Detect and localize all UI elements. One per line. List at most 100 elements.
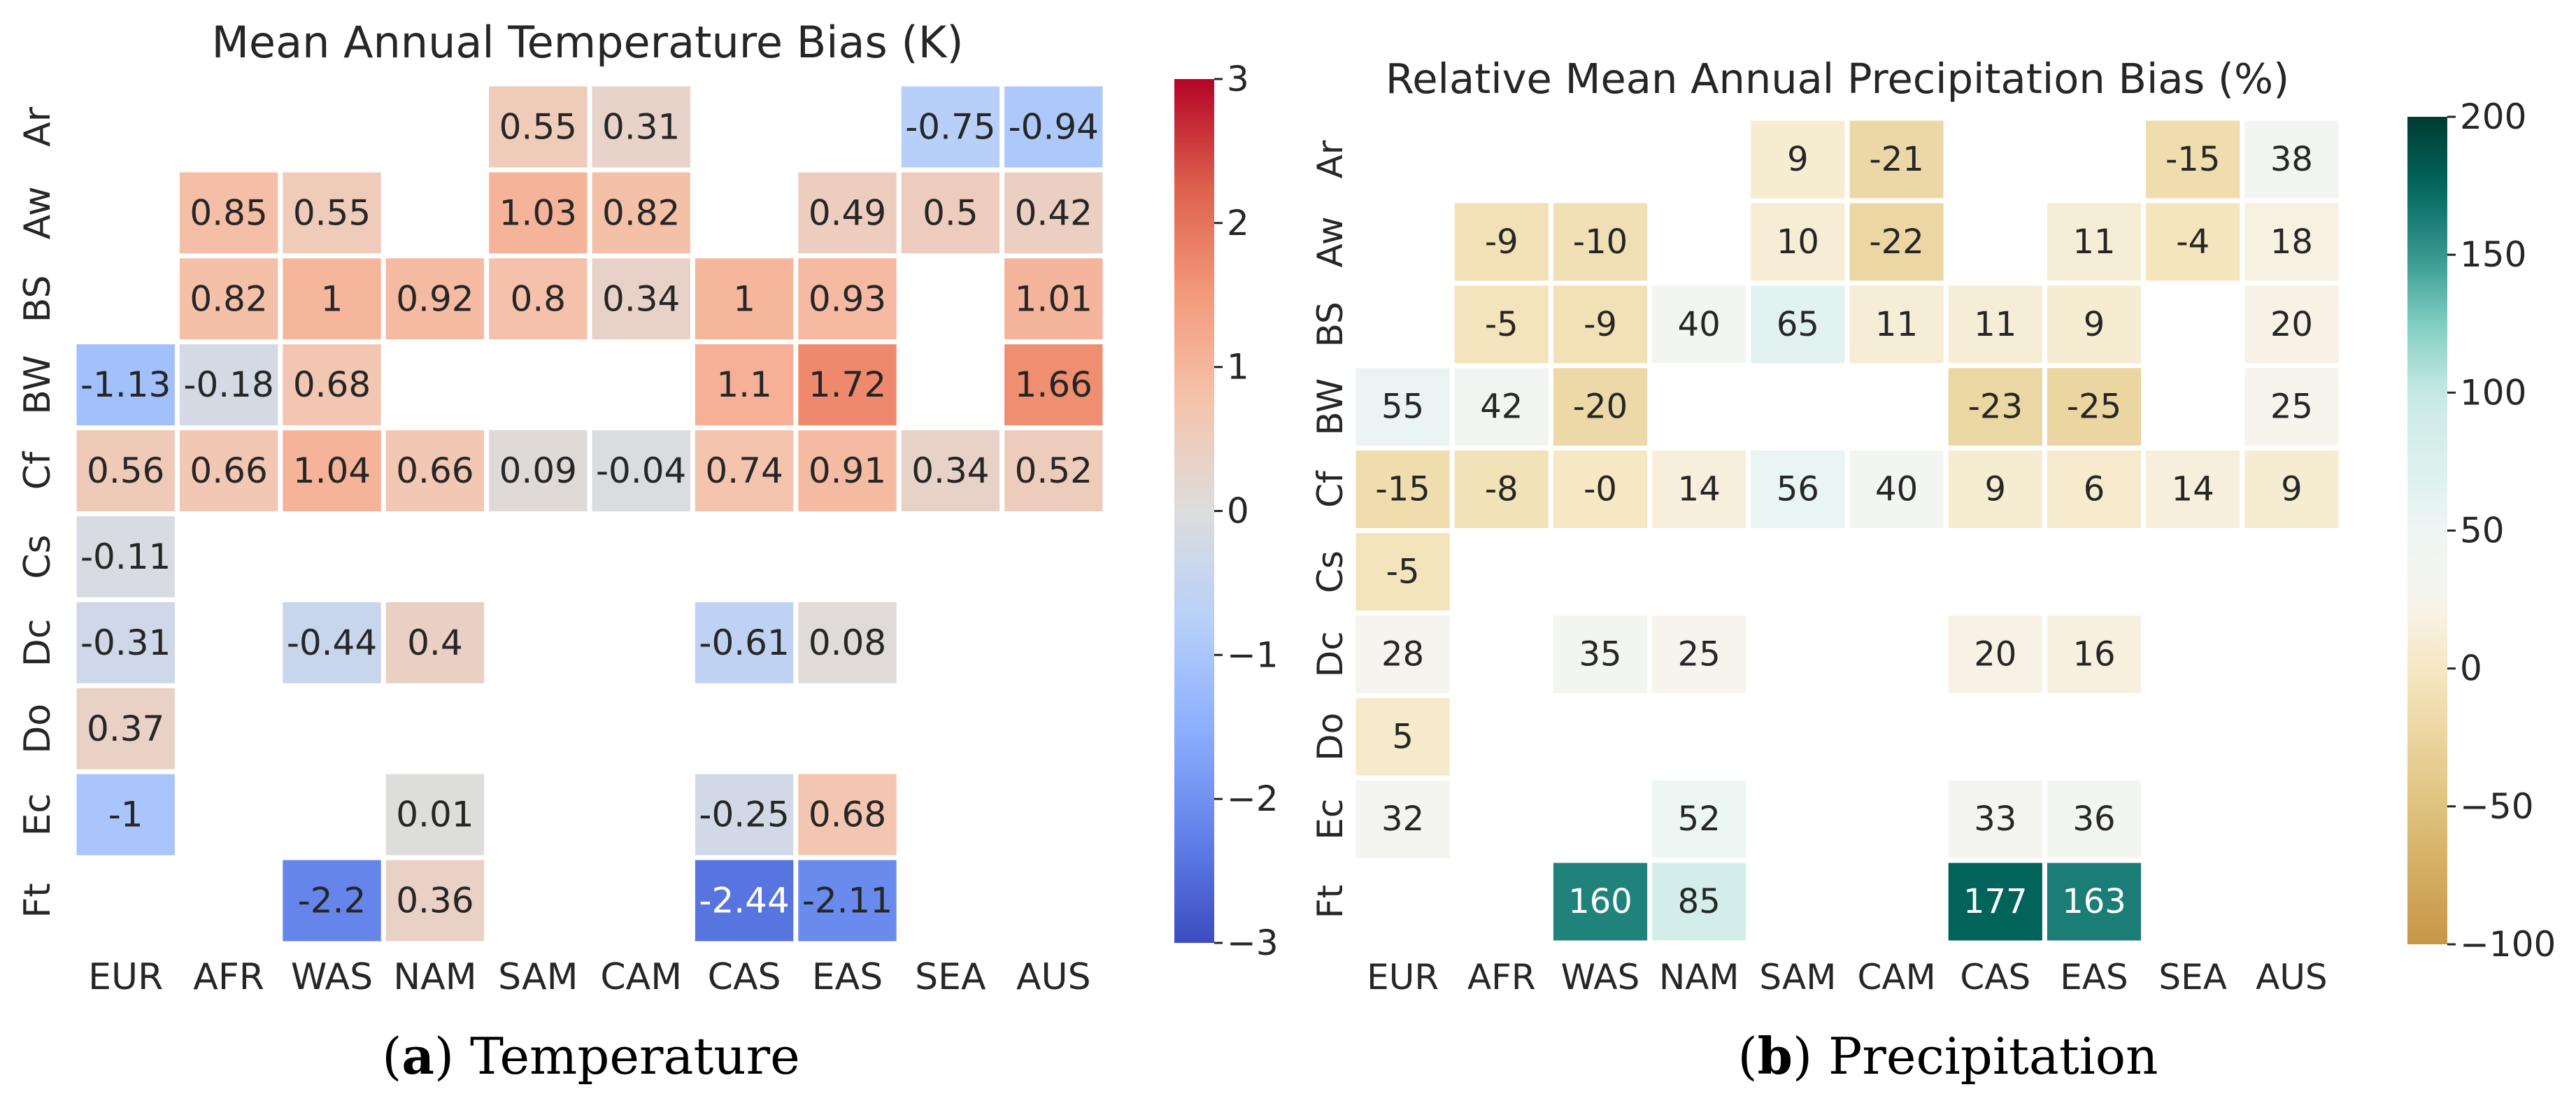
heatmap-cell	[592, 258, 690, 340]
heatmap-cell	[1454, 285, 1549, 364]
colorbar-tick-label: 150	[2460, 234, 2526, 275]
heatmap-cell	[283, 172, 381, 254]
cell-value-label: 20	[1974, 634, 2016, 674]
heatmap-cell	[1355, 450, 1450, 528]
row-label: Dc	[1310, 631, 1351, 677]
cell-value-label: 1.03	[499, 192, 577, 233]
heatmap-cell	[2047, 203, 2142, 281]
cell-value-label: 0.82	[602, 192, 680, 233]
row-label: Ar	[1310, 140, 1351, 178]
cell-value-label: 40	[1875, 470, 1918, 509]
heatmap-cell	[489, 86, 588, 168]
temperature-column-labels: EUR AFR WAS NAM SAM CAM CAS EAS SEA AUS	[88, 956, 1090, 998]
heatmap-cell	[2047, 450, 2142, 528]
cell-value-label: 163	[2062, 882, 2126, 921]
heatmap-cell	[1652, 285, 1746, 364]
cell-value-label: 32	[1381, 800, 1424, 839]
heatmap-cell	[2047, 615, 2142, 693]
row-label: Do	[1310, 713, 1351, 761]
cell-value-label: 1.72	[809, 364, 886, 405]
cell-value-label: 0.74	[705, 450, 783, 491]
heatmap-cell	[901, 86, 1000, 168]
cell-value-label: 9	[2084, 305, 2105, 344]
cell-value-label: 33	[1974, 800, 2016, 839]
heatmap-cell	[76, 344, 175, 426]
heatmap-cell	[592, 172, 690, 254]
heatmap-cell	[385, 430, 485, 511]
heatmap-cell	[179, 344, 278, 426]
cell-value-label: -10	[1573, 222, 1628, 262]
cell-value-label: -0.44	[287, 623, 377, 663]
row-label: Ft	[17, 883, 59, 918]
heatmap-cell	[1004, 344, 1103, 426]
heatmap-cell	[695, 602, 794, 683]
column-label: SEA	[915, 956, 986, 998]
cell-value-label: 0.34	[911, 450, 989, 491]
column-label: AUS	[2256, 957, 2328, 997]
heatmap-cell	[2146, 203, 2240, 281]
heatmap-cell	[179, 430, 278, 511]
row-label: BW	[1310, 378, 1351, 436]
column-label: SAM	[1759, 957, 1836, 997]
cell-value-label: 1.04	[293, 450, 371, 491]
heatmap-cell	[2047, 780, 2142, 858]
heatmap-cell	[76, 516, 175, 597]
precipitation-column-labels: EUR AFR WAS NAM SAM CAM CAS EAS SEA AUS	[1367, 957, 2328, 997]
colorbar-tick-label: −50	[2460, 786, 2534, 827]
temperature-heatmap-cells: 0.55 0.31 -0.75 -0.94 0.85 0.55 1.03 0.82 0.49 0.…	[76, 86, 1103, 942]
heatmap-cell	[1355, 615, 1450, 693]
cell-value-label: 160	[1568, 882, 1632, 921]
cell-value-label: 0.5	[923, 192, 979, 233]
heatmap-cell	[1948, 285, 2042, 364]
heatmap-cell	[798, 172, 897, 254]
cell-value-label: 14	[2172, 470, 2214, 509]
cell-value-label: 0.52	[1015, 450, 1093, 491]
heatmap-cell	[1652, 615, 1746, 693]
row-label: Ft	[1310, 885, 1351, 918]
cell-value-label: -0.94	[1009, 106, 1099, 147]
row-label: BS	[17, 275, 59, 322]
cell-value-label: 0.55	[499, 106, 577, 147]
row-label: BS	[1310, 301, 1351, 347]
column-label: NAM	[393, 956, 476, 998]
heatmap-cell	[798, 860, 897, 942]
precipitation-panel: Relative Mean Annual Precipitation Bias …	[1310, 55, 2556, 1086]
cell-value-label: 1	[321, 278, 343, 319]
heatmap-cell	[1652, 780, 1746, 858]
colorbar-tick-label: 3	[1227, 59, 1249, 99]
colorbar-tick-label: 50	[2460, 511, 2505, 551]
cell-value-label: 0.55	[293, 192, 371, 233]
heatmap-cell	[695, 258, 794, 340]
heatmap-cell	[1948, 615, 2042, 693]
precipitation-heatmap-cells: 9 -21 -15 38-9 -10 10 -22 11 -4 18-5 -9 40 65 11 11 9 20…	[1355, 120, 2339, 941]
cell-value-label: 11	[1974, 305, 2016, 344]
cell-value-label: 9	[1985, 470, 2007, 509]
cell-value-label: -1.13	[80, 364, 171, 405]
cell-value-label: 25	[2270, 388, 2313, 427]
cell-value-label: 0.36	[396, 881, 474, 921]
cell-value-label: 6	[2084, 470, 2105, 509]
cell-value-label: 177	[1963, 882, 2028, 921]
cell-value-label: 65	[1777, 305, 1819, 344]
column-label: WAS	[1561, 957, 1640, 997]
column-label: AUS	[1016, 956, 1091, 998]
cell-value-label: -0.25	[699, 795, 789, 835]
cell-value-label: 1.66	[1015, 364, 1093, 405]
heatmap-cell	[2244, 450, 2339, 528]
heatmap-cell	[1652, 450, 1746, 528]
heatmap-cell	[1004, 172, 1103, 254]
precipitation-row-labels: Ar Aw BS BW Cf Cs Dc Do Ec Ft	[1310, 140, 1351, 918]
heatmap-cell	[76, 602, 175, 683]
cell-value-label: 0.08	[809, 623, 886, 663]
heatmap-cell	[283, 430, 381, 511]
cell-value-label: -22	[1869, 222, 1923, 262]
heatmap-cell	[1553, 615, 1648, 693]
cell-value-label: 55	[1381, 388, 1424, 427]
heatmap-cell	[592, 86, 690, 168]
heatmap-cell	[1454, 368, 1549, 446]
cell-value-label: -25	[2067, 388, 2121, 427]
cell-value-label: 0.93	[809, 278, 886, 319]
heatmap-cell	[2244, 203, 2339, 281]
cell-value-label: 0.01	[396, 795, 474, 835]
column-label: WAS	[291, 956, 373, 998]
